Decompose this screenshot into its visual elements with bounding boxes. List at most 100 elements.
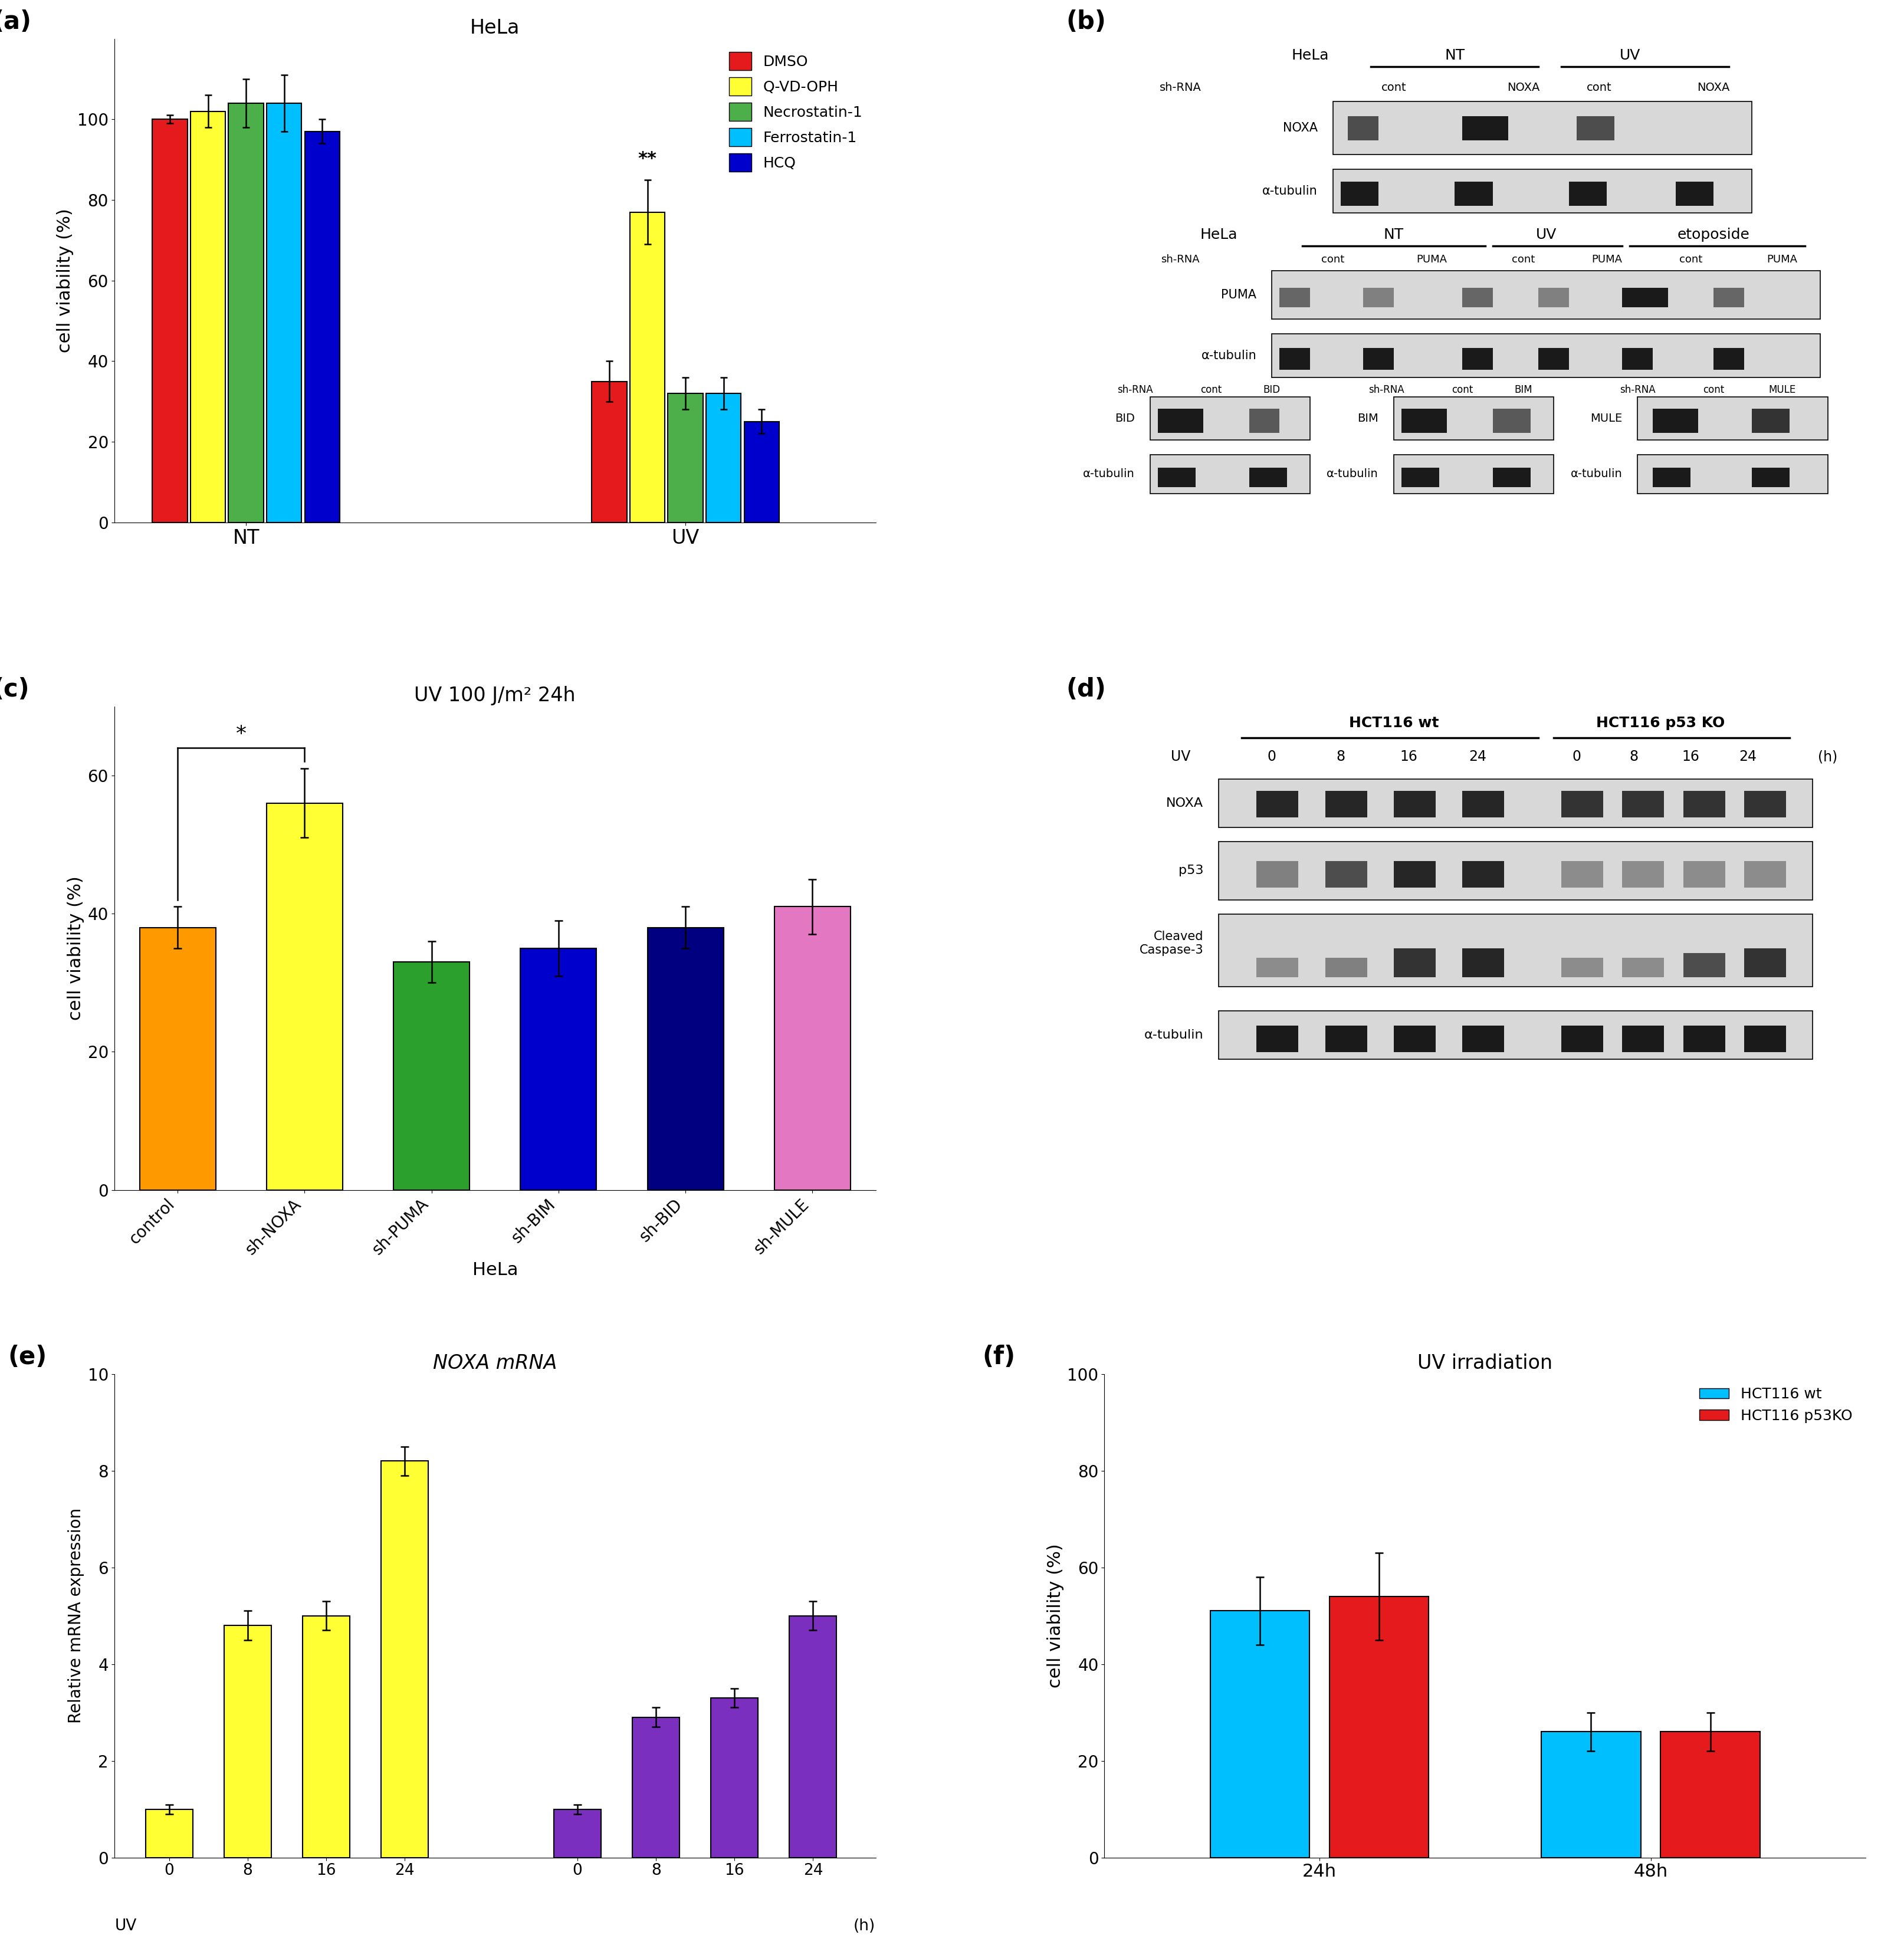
Bar xyxy=(1455,182,1493,205)
Text: (h): (h) xyxy=(1818,751,1837,764)
Bar xyxy=(1158,468,1196,488)
Bar xyxy=(1401,468,1439,488)
Title: UV 100 J/m² 24h: UV 100 J/m² 24h xyxy=(415,687,575,706)
Text: α-tubulin: α-tubulin xyxy=(1083,468,1135,480)
Bar xyxy=(1394,948,1436,977)
Text: HeLa: HeLa xyxy=(1291,48,1329,62)
Bar xyxy=(1249,408,1279,433)
Bar xyxy=(152,120,187,522)
Text: NOXA: NOXA xyxy=(1696,83,1731,93)
Bar xyxy=(145,1809,192,1858)
Bar xyxy=(1622,348,1653,370)
Text: NOXA: NOXA xyxy=(1283,122,1318,134)
Bar xyxy=(1363,288,1394,308)
Bar xyxy=(1683,791,1725,819)
Bar xyxy=(1363,348,1394,370)
Bar xyxy=(1150,397,1310,441)
Bar xyxy=(1637,397,1828,441)
Text: BIM: BIM xyxy=(1514,385,1533,395)
Bar xyxy=(1744,948,1786,977)
Text: MULE: MULE xyxy=(1590,412,1622,424)
Bar xyxy=(1462,948,1504,977)
Text: cont: cont xyxy=(1380,83,1407,93)
Bar xyxy=(1683,1026,1725,1053)
Bar xyxy=(1561,861,1603,888)
Bar xyxy=(1462,861,1504,888)
Title: NOXA mRNA: NOXA mRNA xyxy=(432,1354,558,1374)
Bar xyxy=(1348,116,1378,141)
Text: NT: NT xyxy=(1384,228,1403,242)
Bar xyxy=(1325,1026,1367,1053)
Bar xyxy=(647,927,724,1190)
Text: cont: cont xyxy=(1512,253,1535,265)
Text: sh-RNA: sh-RNA xyxy=(1160,83,1201,93)
Text: α-tubulin: α-tubulin xyxy=(1327,468,1378,480)
Y-axis label: cell viability (%): cell viability (%) xyxy=(57,209,74,352)
Bar xyxy=(303,1616,350,1858)
Text: (d): (d) xyxy=(1066,677,1106,702)
Text: (b): (b) xyxy=(1066,10,1106,35)
Bar xyxy=(1211,1610,1310,1858)
Legend: DMSO, Q-VD-OPH, Necrostatin-1, Ferrostatin-1, HCQ: DMSO, Q-VD-OPH, Necrostatin-1, Ferrostat… xyxy=(724,46,868,178)
Bar xyxy=(1561,791,1603,819)
Bar xyxy=(1676,182,1714,205)
Bar xyxy=(1622,958,1664,977)
Bar xyxy=(1219,842,1813,900)
Bar xyxy=(1219,780,1813,828)
Bar xyxy=(1493,408,1531,433)
Bar xyxy=(1462,791,1504,819)
Text: sh-RNA: sh-RNA xyxy=(1620,385,1655,395)
Bar xyxy=(632,1718,680,1858)
Bar xyxy=(1561,1026,1603,1053)
Bar xyxy=(1279,288,1310,308)
Legend: HCT116 wt, HCT116 p53KO: HCT116 wt, HCT116 p53KO xyxy=(1695,1382,1858,1428)
Bar xyxy=(744,422,779,522)
Title: HeLa: HeLa xyxy=(470,19,520,39)
Bar xyxy=(394,962,470,1190)
Text: UV: UV xyxy=(1171,751,1190,764)
Text: 16: 16 xyxy=(1681,751,1700,764)
Text: PUMA: PUMA xyxy=(1417,253,1447,265)
Bar xyxy=(190,110,225,522)
Bar xyxy=(305,132,339,522)
Bar xyxy=(1538,288,1569,308)
Bar xyxy=(1219,915,1813,987)
Bar xyxy=(1622,861,1664,888)
Text: cont: cont xyxy=(1200,385,1222,395)
Bar xyxy=(225,1625,270,1858)
Text: sh-RNA: sh-RNA xyxy=(1161,253,1200,265)
Text: PUMA: PUMA xyxy=(1592,253,1622,265)
Text: PUMA: PUMA xyxy=(1767,253,1797,265)
Bar xyxy=(1329,1596,1428,1858)
Text: BID: BID xyxy=(1116,412,1135,424)
Bar xyxy=(1653,408,1698,433)
Bar xyxy=(1333,170,1752,213)
Text: Cleaved
Caspase-3: Cleaved Caspase-3 xyxy=(1139,931,1203,956)
Text: sh-RNA: sh-RNA xyxy=(1118,385,1152,395)
Bar xyxy=(1653,468,1691,488)
Bar xyxy=(1660,1732,1759,1858)
Bar xyxy=(1744,861,1786,888)
Bar xyxy=(592,381,626,522)
Bar xyxy=(267,103,301,522)
Bar xyxy=(520,948,596,1190)
Text: BID: BID xyxy=(1262,385,1281,395)
Text: (h): (h) xyxy=(853,1918,876,1933)
Text: cont: cont xyxy=(1702,385,1725,395)
Bar xyxy=(1561,958,1603,977)
Text: α-tubulin: α-tubulin xyxy=(1571,468,1622,480)
Bar xyxy=(1622,1026,1664,1053)
Text: p53: p53 xyxy=(1179,865,1203,877)
Text: cont: cont xyxy=(1679,253,1702,265)
Bar xyxy=(1257,958,1299,977)
Text: HeLa: HeLa xyxy=(1200,228,1238,242)
Bar xyxy=(1394,791,1436,819)
Bar xyxy=(1752,468,1790,488)
Bar xyxy=(1219,1012,1813,1060)
Text: BIM: BIM xyxy=(1358,412,1378,424)
Bar xyxy=(1394,1026,1436,1053)
Bar xyxy=(267,803,343,1190)
Bar xyxy=(775,908,851,1190)
Bar xyxy=(668,393,703,522)
Text: 8: 8 xyxy=(1337,751,1344,764)
